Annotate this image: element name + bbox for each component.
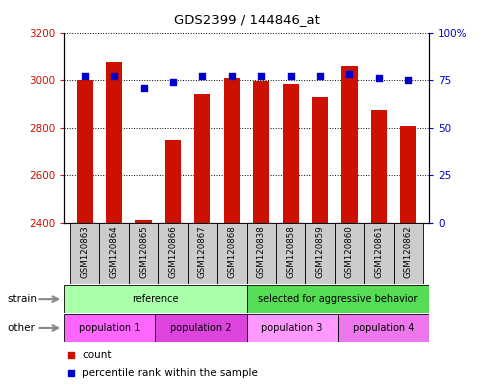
Text: count: count bbox=[82, 350, 112, 360]
Bar bbox=[64, 314, 155, 342]
Point bbox=[228, 73, 236, 79]
Bar bbox=[70, 223, 100, 284]
Text: selected for aggressive behavior: selected for aggressive behavior bbox=[258, 294, 418, 304]
Bar bbox=[338, 314, 429, 342]
Bar bbox=[364, 223, 393, 284]
Point bbox=[110, 73, 118, 79]
Text: GSM120867: GSM120867 bbox=[198, 225, 207, 278]
Point bbox=[68, 352, 75, 358]
Point bbox=[316, 73, 324, 79]
Bar bbox=[188, 223, 217, 284]
Text: percentile rank within the sample: percentile rank within the sample bbox=[82, 367, 258, 377]
Bar bbox=[136, 220, 152, 223]
Point bbox=[375, 75, 383, 81]
Bar bbox=[341, 66, 357, 223]
Bar bbox=[155, 314, 246, 342]
Bar bbox=[165, 139, 181, 223]
Bar bbox=[282, 84, 299, 223]
Point bbox=[140, 85, 147, 91]
Bar bbox=[76, 80, 93, 223]
Bar bbox=[217, 223, 246, 284]
Text: GSM120861: GSM120861 bbox=[374, 225, 384, 278]
Text: population 3: population 3 bbox=[261, 323, 323, 333]
Bar bbox=[312, 97, 328, 223]
Bar bbox=[400, 126, 417, 223]
Bar bbox=[335, 223, 364, 284]
Bar bbox=[158, 223, 188, 284]
Text: population 4: population 4 bbox=[352, 323, 414, 333]
Bar bbox=[129, 223, 158, 284]
Bar bbox=[246, 285, 429, 313]
Point bbox=[404, 77, 412, 83]
Text: GSM120866: GSM120866 bbox=[169, 225, 177, 278]
Point bbox=[346, 71, 353, 78]
Text: GSM120838: GSM120838 bbox=[257, 225, 266, 278]
Text: GSM120864: GSM120864 bbox=[109, 225, 119, 278]
Bar bbox=[106, 62, 122, 223]
Bar bbox=[224, 78, 240, 223]
Point bbox=[81, 73, 89, 79]
Text: strain: strain bbox=[7, 294, 37, 304]
Text: population 1: population 1 bbox=[79, 323, 141, 333]
Text: GSM120860: GSM120860 bbox=[345, 225, 354, 278]
Text: GSM120859: GSM120859 bbox=[316, 225, 324, 278]
Point bbox=[169, 79, 177, 85]
Point bbox=[257, 73, 265, 79]
Text: other: other bbox=[7, 323, 35, 333]
Bar bbox=[246, 314, 338, 342]
Bar bbox=[371, 110, 387, 223]
Bar bbox=[305, 223, 335, 284]
Text: GDS2399 / 144846_at: GDS2399 / 144846_at bbox=[174, 13, 319, 26]
Bar bbox=[393, 223, 423, 284]
Bar bbox=[194, 94, 211, 223]
Bar bbox=[276, 223, 305, 284]
Text: GSM120865: GSM120865 bbox=[139, 225, 148, 278]
Bar bbox=[100, 223, 129, 284]
Text: GSM120863: GSM120863 bbox=[80, 225, 89, 278]
Text: GSM120868: GSM120868 bbox=[227, 225, 236, 278]
Text: population 2: population 2 bbox=[170, 323, 232, 333]
Point bbox=[68, 369, 75, 376]
Text: GSM120858: GSM120858 bbox=[286, 225, 295, 278]
Text: GSM120862: GSM120862 bbox=[404, 225, 413, 278]
Text: reference: reference bbox=[132, 294, 178, 304]
Point bbox=[287, 73, 295, 79]
Bar bbox=[253, 81, 269, 223]
Bar bbox=[246, 223, 276, 284]
Bar bbox=[64, 285, 246, 313]
Point bbox=[198, 73, 206, 79]
